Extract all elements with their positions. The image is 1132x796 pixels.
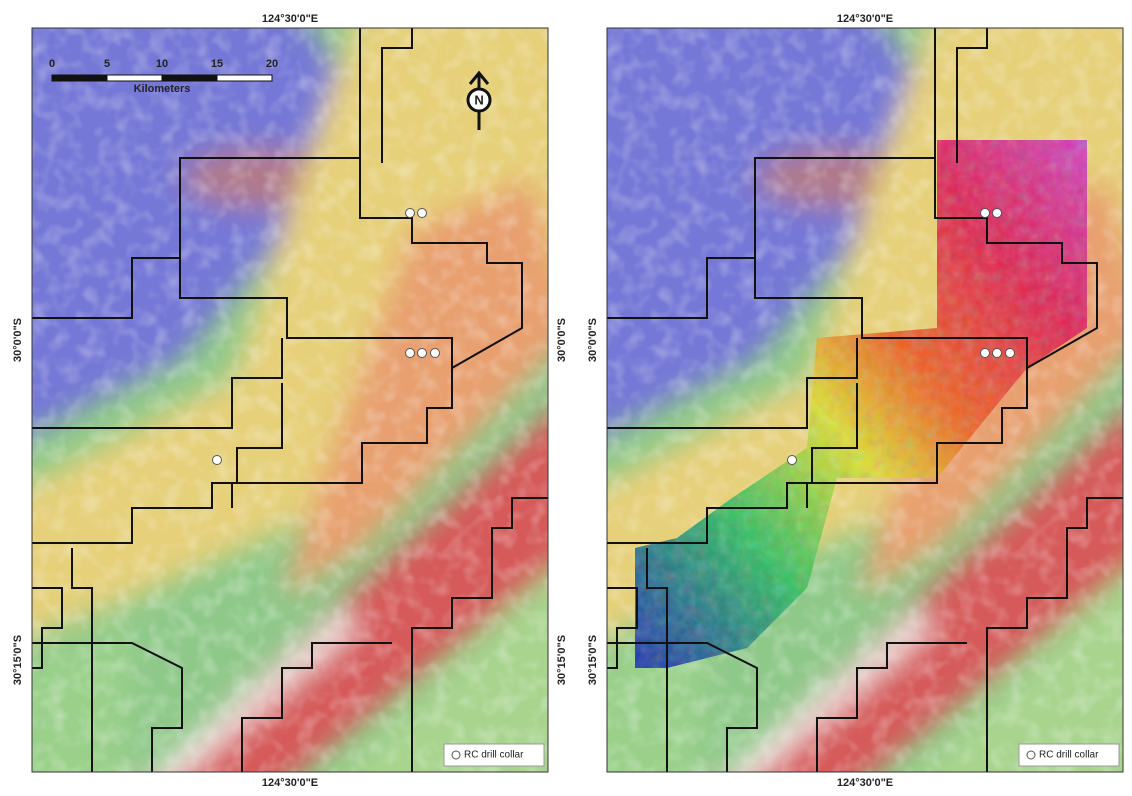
drill-collar [418,349,427,358]
map-figure: RC drill collar 124°30'0"E 124°30'0"E 30°0'… [0,0,1132,796]
scale-segment [162,75,217,81]
scale-unit: Kilometers [134,83,191,95]
right-coordinate: 30°0'0"S [556,318,568,362]
top-coordinate: 124°30'0"E [262,13,318,25]
scale-segment [217,75,272,81]
right-coordinate: 30°15'0"S [556,635,568,685]
scale-tick: 5 [104,58,110,70]
north-label: N [474,92,483,107]
scale-tick: 0 [49,58,55,70]
map-raster [577,0,1132,796]
map-panel: RC drill collar 124°30'0"E 124°30'0"E 30°0'… [577,0,1132,796]
scale-segment [52,75,107,81]
left-coordinate: 30°0'0"S [12,318,24,362]
legend-symbol [1027,751,1035,759]
legend-label: RC drill collar [464,750,524,761]
drill-collar [981,209,990,218]
legend-symbol [452,751,460,759]
texture [32,28,548,772]
scale-tick: 15 [211,58,223,70]
drill-collar [418,209,427,218]
drill-collar [993,349,1002,358]
map-panel: RC drill collar 124°30'0"E 124°30'0"E 30°0'… [2,0,578,796]
bottom-coordinate: 124°30'0"E [262,777,318,789]
top-coordinate: 124°30'0"E [837,13,893,25]
drill-collar [788,456,797,465]
drill-collar [993,209,1002,218]
legend-label: RC drill collar [1039,750,1099,761]
drill-collar [431,349,440,358]
drill-collar [406,349,415,358]
left-coordinate: 30°15'0"S [587,635,599,685]
map-raster [2,0,578,796]
bottom-coordinate: 124°30'0"E [837,777,893,789]
drill-collar [1006,349,1015,358]
left-coordinate: 30°0'0"S [587,318,599,362]
scale-tick: 20 [266,58,278,70]
drill-collar [981,349,990,358]
scale-tick: 10 [156,58,168,70]
drill-collar [213,456,222,465]
scale-segment [107,75,162,81]
drill-collar [406,209,415,218]
left-coordinate: 30°15'0"S [12,635,24,685]
